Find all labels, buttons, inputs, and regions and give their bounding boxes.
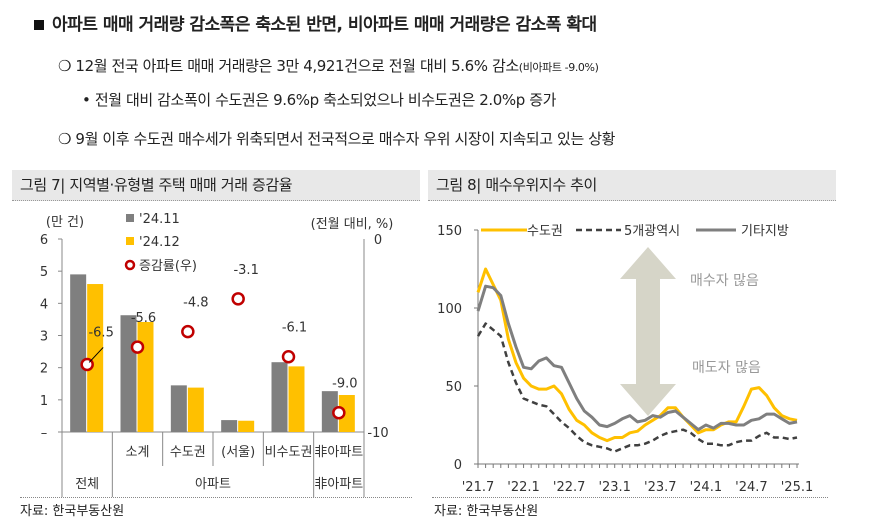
chart8-title: 그림 8| 매수우위지수 추이 bbox=[428, 170, 836, 201]
legend-swatch-2411 bbox=[126, 214, 134, 222]
y-tick-label: 4 bbox=[40, 297, 48, 312]
bar-2412 bbox=[137, 321, 154, 432]
line-5개광역시 bbox=[476, 322, 798, 453]
bar-2411 bbox=[221, 420, 238, 432]
rate-label: -6.1 bbox=[282, 321, 307, 336]
rate-point bbox=[332, 405, 346, 420]
y2-tick-label: -10 bbox=[367, 426, 388, 441]
bullet-3-text: 9월 이후 수도권 매수세가 위축되면서 전국적으로 매수자 우위 시장이 지속… bbox=[75, 130, 616, 148]
legend-swatch-2412 bbox=[126, 237, 134, 245]
x-tick-label: '23.1 bbox=[598, 480, 631, 495]
x-tick-label: '22.1 bbox=[507, 480, 540, 495]
legend-label: 기타지방 bbox=[741, 224, 789, 239]
bullet-2: • 전월 대비 감소폭이 수도권은 9.6%p 축소되었으나 비수도권은 2.0… bbox=[82, 91, 557, 109]
y-tick-label: 150 bbox=[437, 224, 462, 239]
category-label: (서울) bbox=[221, 445, 255, 460]
x-tick-label: '22.7 bbox=[553, 480, 586, 495]
y2-tick-label: 0 bbox=[374, 233, 382, 248]
rate-label: -3.1 bbox=[233, 263, 258, 278]
y-tick-label: 50 bbox=[445, 380, 462, 395]
annotation-sellers: 매도자 많음 bbox=[692, 360, 761, 376]
x-tick-label: '24.7 bbox=[735, 480, 768, 495]
rate-point bbox=[130, 340, 145, 354]
y-axis-label: (만 건) bbox=[46, 215, 84, 230]
y-tick-label: 3 bbox=[40, 330, 48, 345]
bar-2411 bbox=[170, 385, 187, 432]
bullet-1: ❍ 12월 전국 아파트 매매 거래량은 3만 4,921건으로 전월 대비 5… bbox=[58, 57, 599, 75]
title-text: 아파트 매매 거래량 감소폭은 축소된 반면, 비아파트 매매 거래량은 감소폭… bbox=[52, 15, 597, 35]
bar-2412 bbox=[338, 395, 355, 432]
y-tick-label: 2 bbox=[40, 362, 48, 377]
line-수도권 bbox=[476, 267, 798, 443]
bar-2411 bbox=[120, 315, 137, 432]
y-tick-label: 100 bbox=[437, 302, 462, 317]
leader-line bbox=[88, 347, 104, 363]
bar-2411 bbox=[321, 391, 338, 432]
chart7-source: 자료: 한국부동산원 bbox=[20, 504, 125, 519]
bar-2412 bbox=[238, 420, 255, 432]
rate-point bbox=[181, 324, 195, 339]
x-tick-label: '23.7 bbox=[644, 480, 677, 495]
legend-label: 수도권 bbox=[527, 224, 563, 239]
legend-label: 증감률(우) bbox=[139, 259, 197, 274]
y-tick-label: 6 bbox=[40, 233, 48, 248]
bar-2412 bbox=[187, 387, 204, 432]
group-label: 아파트 bbox=[195, 477, 231, 492]
chart7-title: 그림 7| 지역별·유형별 주택 매매 거래 증감율 bbox=[12, 170, 420, 201]
legend-swatch-rate bbox=[124, 259, 136, 271]
legend-label: '24.12 bbox=[139, 235, 180, 250]
bar-2411 bbox=[70, 274, 87, 432]
chart8-source: 자료: 한국부동산원 bbox=[434, 504, 539, 519]
bar-2412 bbox=[87, 284, 104, 432]
rate-label: -5.6 bbox=[131, 311, 156, 326]
x-tick-label: '21.7 bbox=[462, 480, 495, 495]
group-label: 전체 bbox=[75, 477, 99, 492]
bullet-3: ❍ 9월 이후 수도권 매수세가 위축되면서 전국적으로 매수자 우위 시장이 … bbox=[58, 130, 616, 148]
y-tick-label: 5 bbox=[40, 265, 48, 280]
group-label: 非아파트 bbox=[314, 477, 363, 492]
y-tick-label: 0 bbox=[454, 458, 462, 473]
legend-label: '24.11 bbox=[139, 212, 180, 227]
bar-2412 bbox=[288, 366, 305, 432]
rate-label: -6.5 bbox=[88, 325, 113, 340]
category-label: 소계 bbox=[126, 445, 150, 460]
bullet-1-text: 12월 전국 아파트 매매 거래량은 3만 4,921건으로 전월 대비 5.6… bbox=[75, 57, 519, 75]
double-arrow-icon bbox=[620, 247, 676, 416]
rate-point bbox=[231, 292, 245, 306]
category-label: 비수도권 bbox=[265, 445, 313, 460]
x-tick-label: '24.1 bbox=[690, 480, 723, 495]
rate-label: -9.0 bbox=[332, 377, 357, 392]
category-label: 非아파트 bbox=[314, 445, 363, 460]
bullet-1-note: (비아파트 -9.0%) bbox=[518, 61, 599, 74]
annotation-buyers: 매수자 많음 bbox=[690, 273, 759, 289]
square-bullet-icon bbox=[34, 20, 44, 30]
rate-label: -4.8 bbox=[183, 296, 208, 311]
x-tick-label: '25.1 bbox=[781, 480, 814, 495]
rate-point bbox=[281, 349, 296, 364]
divider bbox=[20, 497, 412, 498]
legend-label: 5개광역시 bbox=[624, 224, 680, 239]
category-label: 수도권 bbox=[170, 445, 206, 460]
y-tick-label: – bbox=[41, 426, 48, 441]
divider bbox=[432, 497, 828, 498]
page-title: 아파트 매매 거래량 감소폭은 축소된 반면, 비아파트 매매 거래량은 감소폭… bbox=[34, 10, 597, 35]
y-tick-label: 1 bbox=[40, 394, 48, 409]
line-기타지방 bbox=[476, 284, 798, 432]
y2-axis-label: (전월 대비, %) bbox=[311, 217, 394, 232]
bar-2411 bbox=[271, 362, 288, 432]
